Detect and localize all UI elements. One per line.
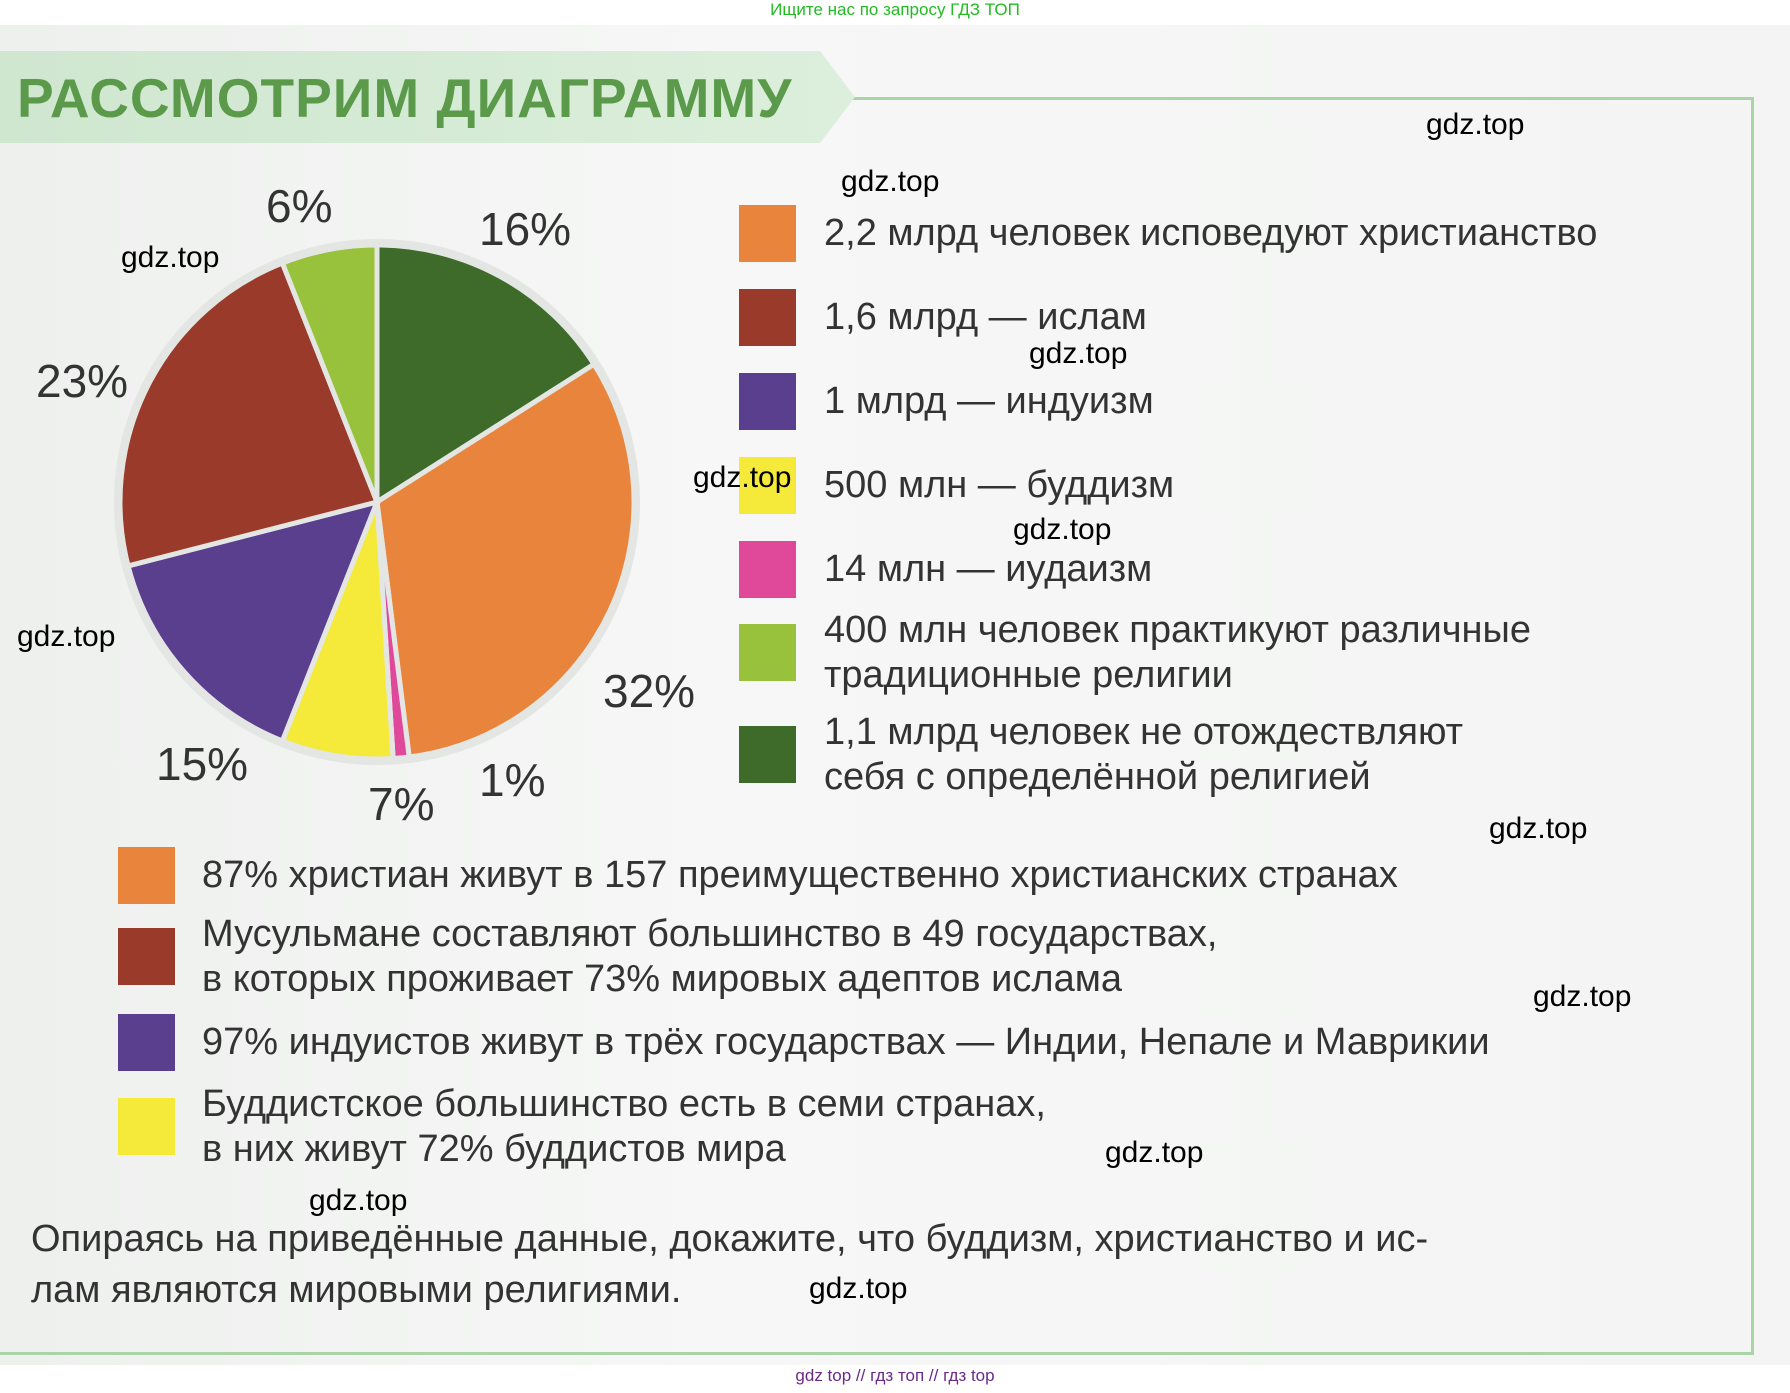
legend-swatch: [739, 541, 796, 598]
fact-text: в них живут 72% буддистов мира: [202, 1128, 786, 1170]
fact-text: 87% христиан живут в 157 преимущественно…: [202, 854, 1398, 896]
slice-label: 16%: [479, 203, 572, 255]
page-title: РАССМОТРИМ ДИАГРАММУ: [17, 67, 793, 129]
footer: gdz top // гдз топ // гдз top: [795, 1366, 995, 1385]
fact-swatch: [118, 928, 175, 985]
watermark: gdz.top: [121, 241, 220, 274]
watermark: gdz.top: [841, 165, 940, 198]
fact-swatch: [118, 1014, 175, 1071]
legend-swatch: [739, 373, 796, 430]
pie-outline: [114, 239, 640, 765]
legend-label: 1 млрд — индуизм: [824, 380, 1154, 422]
legend-label: 14 млн — иудаизм: [824, 548, 1153, 590]
content-frame: [0, 97, 1754, 1355]
legend-swatch: [739, 205, 796, 262]
slice-label: 1%: [479, 754, 546, 806]
fact-text: 97% индуистов живут в трёх государствах …: [202, 1021, 1490, 1063]
slice-label: 15%: [156, 738, 249, 790]
fact-text: Буддистское большинство есть в семи стра…: [202, 1083, 1046, 1125]
legend-swatch: [739, 624, 796, 681]
legend-label: 1,1 млрд человек не отождествляют: [824, 711, 1464, 753]
fact-swatch: [118, 847, 175, 904]
fact-text: в которых проживает 73% мировых адептов …: [202, 958, 1122, 1000]
pie-slice: [374, 360, 637, 760]
legend-label: себя с определённой религией: [824, 756, 1371, 798]
legend-label: 500 млн — буддизм: [824, 464, 1175, 506]
pie-slice: [374, 242, 598, 507]
fact-swatch: [118, 1098, 175, 1155]
title-banner: [0, 51, 855, 143]
legend-label: 400 млн человек практикуют различные: [824, 609, 1531, 651]
legend-label: традиционные религии: [824, 654, 1233, 696]
pie-slice: [125, 498, 382, 745]
task-line-1: Опираясь на приведённые данные, докажите…: [31, 1218, 1429, 1260]
watermark: gdz.top: [1533, 980, 1632, 1013]
watermark: gdz.top: [17, 620, 116, 653]
task-line-2: лам являются мировыми религиями.: [31, 1269, 682, 1311]
watermark: gdz.top: [309, 1184, 408, 1217]
watermark: gdz.top: [1489, 812, 1588, 845]
legend-label: 2,2 млрд человек исповедуют христианство: [824, 212, 1598, 254]
watermark: gdz.top: [809, 1272, 908, 1305]
pie-slice: [117, 259, 381, 569]
watermark: gdz.top: [1029, 337, 1128, 370]
legend-swatch: [739, 457, 796, 514]
slice-label: 6%: [266, 180, 333, 232]
slice-label: 7%: [368, 778, 435, 830]
slice-label: 32%: [603, 665, 696, 717]
watermark: gdz.top: [1105, 1136, 1204, 1169]
legend-swatch: [739, 726, 796, 783]
watermark: gdz.top: [1426, 108, 1525, 141]
top-note: Ищите нас по запросу ГДЗ ТОП: [770, 0, 1020, 19]
fact-text: Мусульмане составляют большинство в 49 г…: [202, 913, 1218, 955]
watermark: gdz.top: [1013, 513, 1112, 546]
slice-label: 23%: [36, 355, 129, 407]
legend-swatch: [739, 289, 796, 346]
watermark: gdz.top: [693, 461, 792, 494]
legend-label: 1,6 млрд — ислам: [824, 296, 1147, 338]
